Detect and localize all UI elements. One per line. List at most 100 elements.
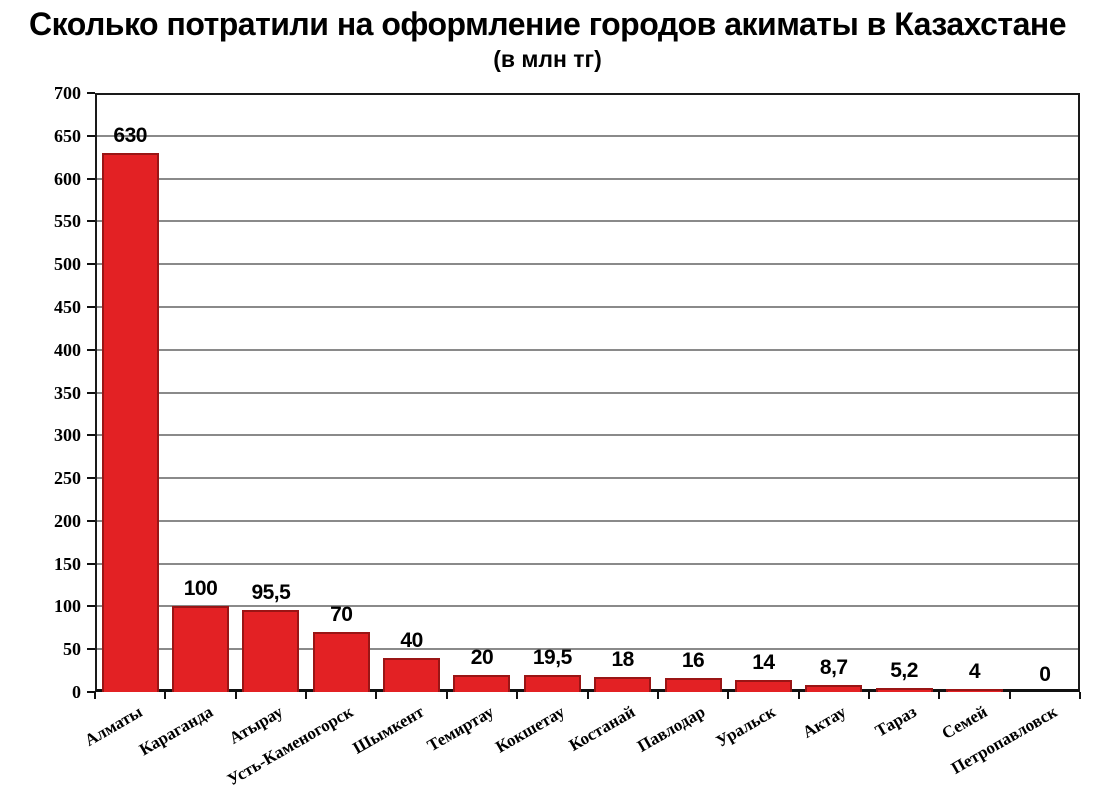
bar-value-label: 4: [968, 659, 981, 683]
chart-subtitle: (в млн тг): [493, 46, 602, 72]
y-tick-label: 250: [54, 468, 81, 489]
x-category-label: Тараз: [871, 702, 920, 741]
gridline: [97, 305, 1078, 308]
x-category-label: Кокшетау: [492, 702, 568, 757]
bar-value-label: 20: [470, 645, 494, 669]
bar: [172, 606, 230, 692]
y-tick-label: 500: [54, 254, 81, 275]
x-tick: [1008, 692, 1011, 699]
y-tick: [87, 605, 95, 608]
x-tick: [94, 692, 96, 699]
x-category-label: Караганда: [135, 702, 217, 760]
x-tick: [516, 692, 519, 699]
bar-value-label: 70: [330, 603, 353, 627]
bar: [242, 610, 300, 692]
gridline: [97, 220, 1078, 223]
y-tick-label: 650: [54, 125, 81, 146]
x-category-label: Актау: [799, 702, 850, 742]
gridline: [97, 348, 1078, 351]
bar: [945, 688, 1003, 692]
x-category-label: Шымкент: [349, 702, 428, 758]
y-tick: [87, 648, 95, 651]
y-tick-label: 200: [54, 510, 81, 531]
gridline: [97, 134, 1078, 137]
gridline: [97, 605, 1078, 608]
y-tick: [87, 391, 95, 394]
y-tick: [87, 477, 95, 480]
bar: [101, 152, 159, 692]
bar-value-label: 16: [681, 649, 705, 673]
y-tick-label: 450: [54, 296, 81, 317]
y-tick: [87, 134, 95, 137]
bar: [734, 680, 792, 692]
y-tick-label: 550: [54, 211, 81, 232]
x-tick: [867, 692, 870, 699]
bar: [312, 632, 370, 692]
y-tick-label: 100: [54, 596, 81, 617]
x-tick: [586, 692, 589, 699]
x-category-label: Уральск: [713, 702, 779, 751]
bar-value-label: 0: [1039, 663, 1051, 686]
x-tick: [797, 692, 800, 699]
x-category-label: Павлодар: [634, 702, 709, 756]
bar: [523, 675, 581, 692]
plot-area: [95, 93, 1080, 692]
bar: [453, 674, 511, 692]
x-tick: [1079, 692, 1081, 699]
x-tick: [445, 692, 448, 699]
chart-title: Сколько потратили на оформление городов …: [29, 6, 1067, 42]
y-tick: [87, 348, 95, 351]
y-tick-label: 150: [54, 553, 81, 574]
bar: [805, 684, 863, 692]
gridline: [97, 434, 1078, 437]
y-tick: [87, 263, 95, 266]
gridline: [97, 391, 1078, 394]
x-tick: [305, 692, 308, 699]
x-tick: [938, 692, 941, 699]
gridline: [97, 177, 1078, 180]
bar: [383, 657, 441, 692]
bar-value-label: 40: [400, 628, 423, 652]
y-tick-label: 0: [72, 682, 81, 702]
y-tick: [87, 305, 95, 308]
x-tick: [727, 692, 730, 699]
x-tick: [375, 692, 378, 699]
y-tick-label: 350: [54, 382, 81, 403]
gridline: [97, 648, 1078, 651]
y-tick-label: 700: [54, 83, 81, 103]
bar-value-label: 18: [611, 647, 634, 671]
y-tick: [87, 220, 95, 223]
gridline: [97, 477, 1078, 480]
x-tick: [656, 692, 659, 699]
bar-value-label: 14: [752, 651, 775, 675]
x-tick: [164, 692, 167, 699]
bar-value-label: 95,5: [251, 581, 291, 605]
y-tick: [87, 562, 95, 565]
x-tick: [234, 692, 237, 699]
bar: [664, 678, 722, 692]
y-tick: [87, 177, 95, 180]
gridline: [97, 519, 1078, 522]
y-tick-label: 600: [54, 168, 81, 189]
bar-value-label: 100: [183, 577, 218, 601]
bar-value-label: 19,5: [532, 646, 572, 670]
y-tick: [87, 519, 95, 522]
y-tick-label: 50: [63, 639, 81, 660]
y-tick: [87, 691, 95, 693]
bar: [875, 687, 933, 692]
gridline: [97, 562, 1078, 565]
y-tick-label: 400: [54, 339, 81, 360]
y-tick: [87, 92, 95, 94]
y-tick-label: 300: [54, 425, 81, 446]
x-category-label: Костанай: [565, 702, 639, 755]
bar-value-label: 8,7: [819, 655, 848, 679]
x-category-label: Семей: [938, 702, 990, 743]
y-tick: [87, 434, 95, 437]
x-category-label: Усть-Каменогорск: [224, 702, 357, 790]
bar-value-label: 630: [113, 123, 147, 147]
bar-value-label: 5,2: [890, 658, 918, 682]
x-category-label: Темиртау: [424, 702, 498, 756]
bar: [594, 676, 652, 692]
gridline: [97, 263, 1078, 266]
